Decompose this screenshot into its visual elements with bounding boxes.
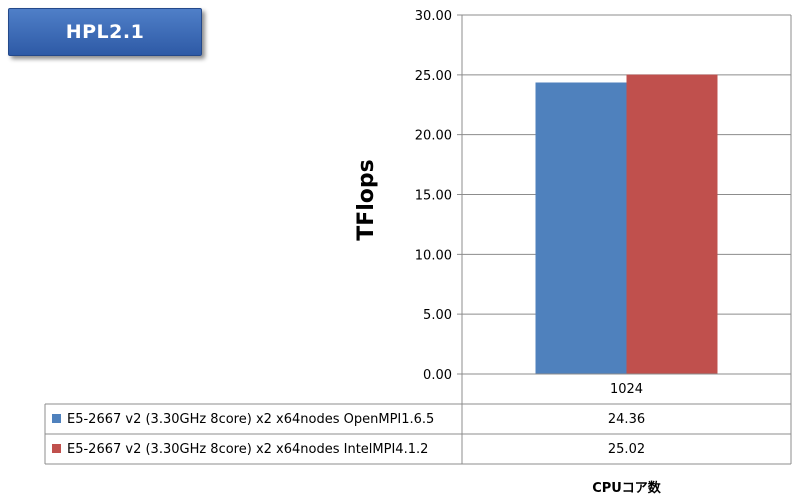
- bar: [626, 74, 718, 375]
- y-tick-label: 15.00: [415, 189, 452, 204]
- bar: [535, 82, 627, 374]
- y-tick-label: 20.00: [415, 129, 452, 144]
- bars: [535, 74, 718, 375]
- legend-swatch: [52, 414, 61, 423]
- data-table: 1024 E5-2667 v2 (3.30GHz 8core) x2 x64nod…: [44, 373, 792, 465]
- y-tick-label: 5.00: [423, 308, 452, 323]
- legend-swatch: [52, 444, 61, 453]
- x-axis-label: CPUコア数: [592, 480, 662, 496]
- chart-title-badge: HPL2.1: [8, 8, 202, 56]
- y-tick-label: 25.00: [415, 69, 452, 84]
- x-category-label: 1024: [610, 382, 643, 397]
- y-tick-label: 30.00: [415, 9, 452, 24]
- y-tick-labels: 0.00 5.00 10.00 15.00 20.00 25.00 30.00: [415, 9, 452, 383]
- data-value-label: 25.02: [608, 442, 645, 457]
- y-tick-label: 10.00: [415, 248, 452, 263]
- y-tick-label: 0.00: [423, 368, 452, 383]
- chart-title: HPL2.1: [65, 21, 145, 43]
- data-value-label: 24.36: [608, 412, 645, 427]
- legend-series-name: E5-2667 v2 (3.30GHz 8core) x2 x64nodes O…: [67, 412, 434, 427]
- legend-series-name: E5-2667 v2 (3.30GHz 8core) x2 x64nodes I…: [67, 442, 428, 457]
- y-axis-label: TFlops: [354, 159, 379, 241]
